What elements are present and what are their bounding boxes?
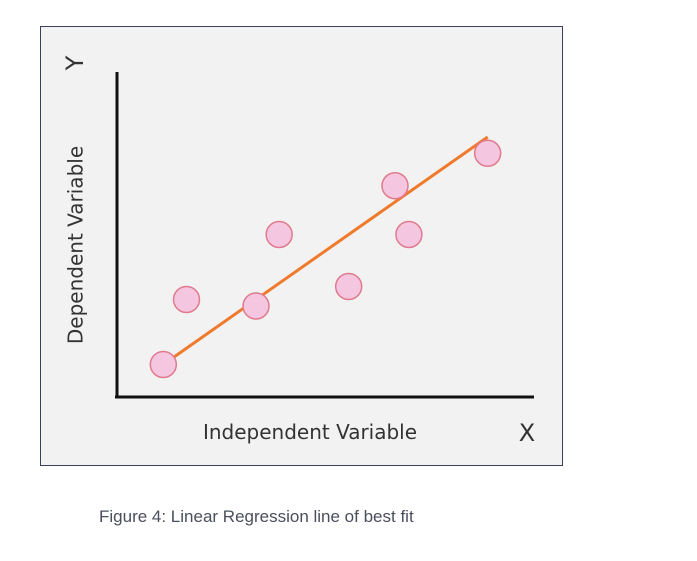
- data-point: [395, 220, 423, 249]
- x-axis-label: Independent Variable: [203, 420, 417, 444]
- figure-frame: [40, 26, 563, 466]
- data-point: [473, 139, 502, 167]
- regression-line: [162, 135, 489, 366]
- chart-marks: [149, 135, 502, 379]
- data-point: [172, 285, 201, 314]
- data-point: [381, 172, 409, 200]
- x-axis-letter: X: [519, 419, 535, 447]
- figure-caption: Figure 4: Linear Regression line of best…: [99, 507, 414, 526]
- data-point: [242, 292, 270, 320]
- y-axis-letter: Y: [61, 55, 89, 71]
- data-point: [265, 220, 293, 249]
- data-point: [149, 350, 178, 379]
- data-point: [334, 272, 363, 301]
- y-axis-label: Dependent Variable: [64, 146, 88, 344]
